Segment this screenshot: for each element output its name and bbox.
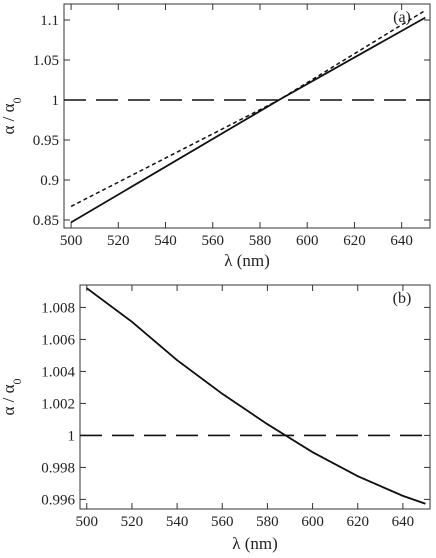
y-tick-label: 1 xyxy=(68,428,76,444)
x-tick-label: 560 xyxy=(211,514,234,530)
y-tick-label: 0.85 xyxy=(33,213,59,229)
x-axis-label: λ (nm) xyxy=(232,534,278,553)
y-axis-label: α / α0 xyxy=(0,378,24,415)
series-line-dotted xyxy=(86,287,426,505)
x-tick-label: 640 xyxy=(390,233,413,249)
x-tick-label: 500 xyxy=(76,514,99,530)
chart-panel-a: 500 520 540 560 580 600 620 640 0.85 0.9 0.95 1 1.05… xyxy=(0,3,431,270)
series-line-solid xyxy=(70,16,426,224)
panel-label: (a) xyxy=(393,9,411,26)
panel-label: (b) xyxy=(393,290,412,307)
y-tick-label: 1.05 xyxy=(33,53,59,69)
series-line-solid xyxy=(86,287,426,505)
y-tick-label: 1 xyxy=(52,93,60,109)
x-tick-label: 580 xyxy=(249,233,272,249)
y-tick-label: 0.9 xyxy=(40,173,59,189)
y-tick-label: 0.95 xyxy=(33,133,59,149)
x-tick-label: 560 xyxy=(202,233,225,249)
x-tick-label: 540 xyxy=(154,233,177,249)
chart-panel-b: 500 520 540 560 580 600 620 640 0.996 0.998 1 1.002… xyxy=(0,284,431,553)
y-axis-label-subscript: 0 xyxy=(10,378,24,384)
y-tick-label: 1.1 xyxy=(40,13,59,29)
x-tick-label: 600 xyxy=(296,233,319,249)
y-axis-label: α / α0 xyxy=(0,97,24,134)
x-tick-label: 620 xyxy=(346,514,369,530)
x-axis-label: λ (nm) xyxy=(224,251,270,270)
y-tick-label: 0.998 xyxy=(41,460,75,476)
x-tick-label: 580 xyxy=(256,514,279,530)
plot-frame xyxy=(63,3,431,229)
y-tick-label: 1.002 xyxy=(41,396,75,412)
x-tick-label: 500 xyxy=(60,233,83,249)
series-line-dotted xyxy=(70,9,426,208)
x-tick-label: 520 xyxy=(121,514,144,530)
y-tick-label: 0.996 xyxy=(41,492,75,508)
x-tick-label: 520 xyxy=(107,233,130,249)
x-tick-label: 540 xyxy=(166,514,189,530)
x-tick-label: 640 xyxy=(392,514,415,530)
x-tick-label: 620 xyxy=(343,233,366,249)
y-tick-label: 1.008 xyxy=(41,300,75,316)
x-tick-label: 600 xyxy=(301,514,324,530)
y-tick-label: 1.006 xyxy=(41,332,75,348)
y-tick-label: 1.004 xyxy=(41,364,75,380)
plot-frame xyxy=(79,284,431,510)
y-axis-label-subscript: 0 xyxy=(10,97,24,103)
